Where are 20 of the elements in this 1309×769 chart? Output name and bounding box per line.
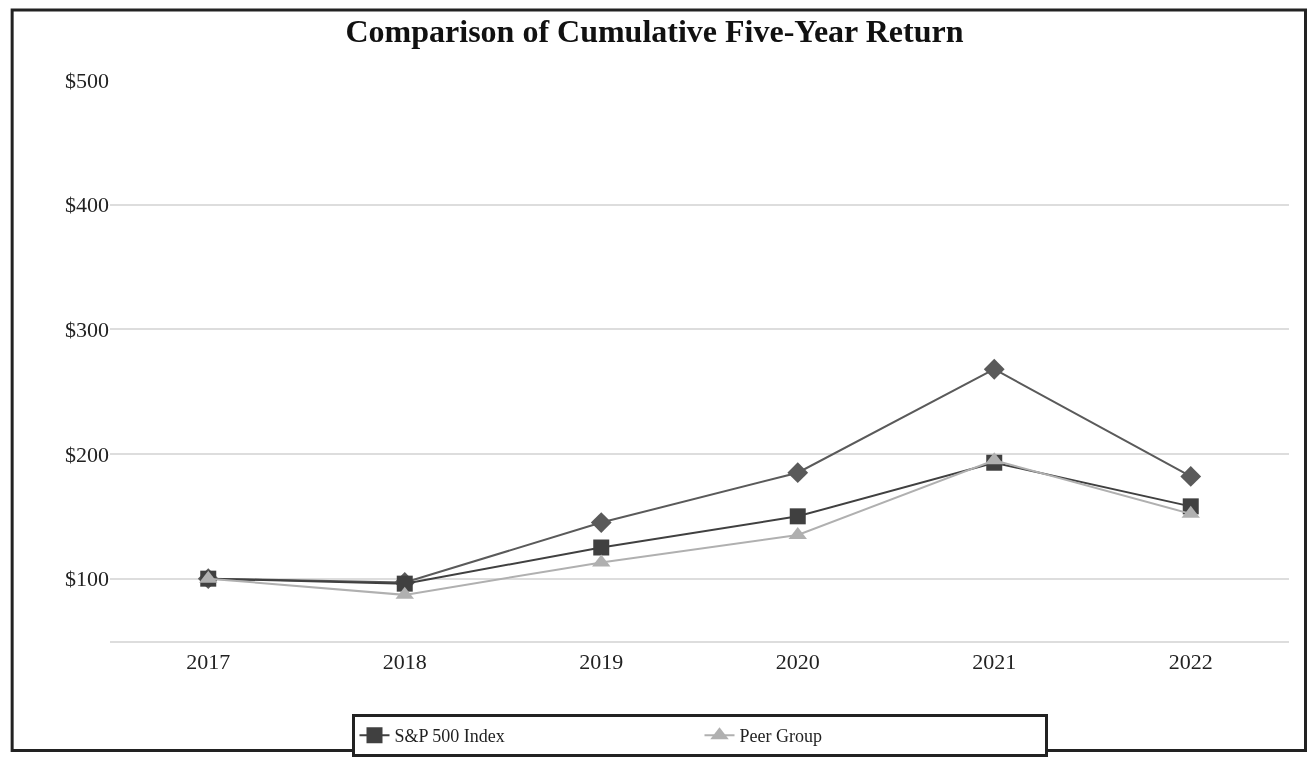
point (789, 508, 806, 525)
point (593, 539, 610, 556)
point (787, 462, 809, 484)
chart-title: Comparison of Cumulative Five-Year Return (345, 12, 964, 49)
y-tick-label: $200 (65, 441, 109, 467)
legend-label: Peer Group (739, 726, 822, 747)
x-tick-label: 2017 (186, 649, 231, 675)
x-tick-label: 2020 (775, 649, 820, 675)
point (590, 512, 612, 533)
point (983, 358, 1005, 380)
y-tick-label: $300 (65, 317, 109, 343)
y-tick-label: $500 (65, 67, 109, 93)
x-tick-label: 2022 (1168, 649, 1213, 675)
x-tick-label: 2018 (382, 649, 427, 675)
point (1180, 466, 1202, 487)
x-tick-label: 2019 (579, 649, 624, 675)
y-tick-label: $400 (65, 192, 109, 218)
x-tick-label: 2021 (972, 649, 1017, 675)
y-tick-label: $100 (65, 566, 109, 592)
legend-label: S&P 500 Index (394, 726, 505, 747)
